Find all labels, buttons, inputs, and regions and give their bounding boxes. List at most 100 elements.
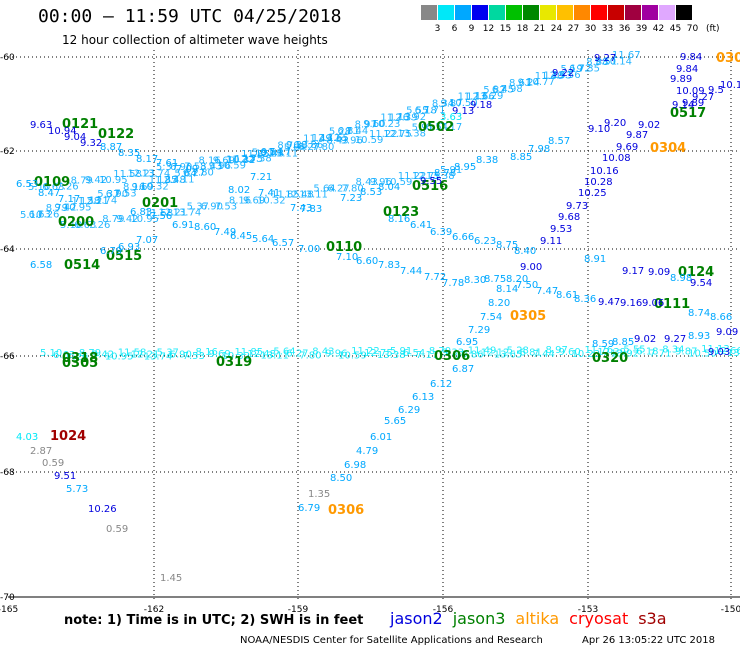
track-clutter: 5.19	[561, 64, 583, 75]
track-clutter: 8.43	[200, 161, 222, 172]
track-clutter: 7.44	[346, 126, 368, 137]
track-clutter: 9.69	[209, 349, 231, 360]
track-clutter: 11.67	[612, 50, 641, 61]
swh-value-label: 8.36	[574, 294, 596, 305]
scale-value: 18	[516, 24, 529, 34]
track-clutter: 9.33	[442, 348, 464, 359]
swh-value-label: 8.30	[464, 275, 486, 286]
scale-value: 15	[499, 24, 512, 34]
track-clutter: 9.24	[518, 78, 540, 89]
swh-value-label: 9.51	[54, 471, 76, 482]
swh-value-label: 0.59	[42, 458, 64, 469]
track-clutter: 10.59	[217, 161, 246, 172]
swh-value-label: 5.65	[384, 416, 406, 427]
swh-value-label: 9.53	[550, 224, 572, 235]
track-clutter: 13.29	[475, 91, 504, 102]
swh-value-label: 7.43	[290, 203, 312, 214]
track-clutter: 11.49	[303, 133, 332, 144]
scale-value: 39	[635, 24, 648, 34]
swh-value-label: 10.09	[676, 86, 705, 97]
scale-swatch	[489, 5, 506, 20]
scale-unit: (ft)	[706, 24, 720, 34]
swh-value-label: 9.68	[558, 212, 580, 223]
track-clutter: 8.61	[509, 78, 531, 89]
lon-label: -153	[578, 605, 598, 615]
track-clutter: 6.18	[415, 105, 437, 116]
track-clutter: 5.55	[623, 345, 645, 356]
track-clutter: 6.63	[42, 182, 64, 193]
map-subtitle: 12 hour collection of altimeter wave hei…	[62, 33, 328, 47]
track-clutter: 9.51	[595, 57, 617, 68]
swh-value-label: 9.03	[708, 347, 730, 358]
track-clutter: 8.70	[429, 346, 451, 357]
swh-value-label: 8.17	[136, 154, 158, 165]
swh-value-label: 7.98	[528, 144, 550, 155]
time-label: 0123	[383, 205, 419, 220]
track-clutter: 5.28	[329, 127, 351, 138]
track-clutter: 7.26	[56, 182, 78, 193]
track-clutter: 8.79	[71, 175, 93, 186]
swh-value-label: 6.45	[230, 231, 252, 242]
swh-value-label: 6.53	[16, 179, 38, 190]
track-clutter: 13.92	[610, 349, 639, 360]
lat-label: -70	[0, 593, 15, 603]
swh-value-label: 0.59	[106, 524, 128, 535]
track-clutter: 13.65	[320, 133, 349, 144]
swh-value-label: 9.89	[670, 74, 692, 85]
swh-value-label: 6.13	[412, 392, 434, 403]
track-clutter: 6.27	[298, 142, 320, 153]
track-clutter: 8.34	[662, 344, 684, 355]
track-clutter: 10.59	[384, 177, 413, 188]
track-clutter: 9.69	[243, 196, 265, 207]
swh-value-label: 7.83	[300, 204, 322, 215]
run-time: Apr 26 13:05:22 UTC 2018	[582, 635, 715, 646]
time-label: 0515	[106, 249, 142, 264]
swh-value-label: 8.38	[476, 155, 498, 166]
swh-value-label: 9.16	[620, 298, 642, 309]
swh-value-label: 9.18	[470, 100, 492, 111]
swh-value-label: 9.02	[638, 120, 660, 131]
map-title: 00:00 – 11:59 UTC 04/25/2018	[38, 6, 342, 27]
scale-swatch	[455, 5, 472, 20]
track-clutter: 9.42	[92, 350, 114, 361]
track-clutter: 5.37	[97, 189, 119, 200]
scale-swatch	[472, 5, 489, 20]
time-label: 0122	[98, 127, 134, 142]
track-clutter: 6.18	[636, 347, 658, 358]
swh-value-label: 9.27	[594, 53, 616, 64]
time-label: 0318	[62, 351, 98, 366]
track-clutter: 6.72	[569, 64, 591, 75]
track-clutter: 8.79	[79, 348, 101, 359]
swh-value-label: 8.16	[388, 214, 410, 225]
track-clutter: 5.10	[40, 348, 62, 359]
track-clutter: 12.21	[127, 169, 156, 180]
swh-value-label: 10.16	[720, 80, 740, 91]
swh-value-label: 7.72	[424, 272, 446, 283]
legend-jason2: jason2	[390, 609, 443, 628]
scale-value: 24	[550, 24, 563, 34]
track-clutter: 11.40	[535, 71, 564, 82]
track-clutter: 8.16	[198, 156, 220, 167]
track-clutter: 10.86	[295, 140, 324, 151]
track-clutter: 13.74	[144, 351, 173, 362]
track-clutter: 6.81	[520, 347, 542, 358]
track-clutter: 5.10	[60, 220, 82, 231]
swh-value-label: 6.87	[452, 364, 474, 375]
track-clutter: 5.64	[273, 347, 295, 358]
swh-value-label: 9.02	[634, 334, 656, 345]
swh-value-label: 8.60	[194, 222, 216, 233]
time-label: 0305	[62, 356, 98, 371]
scale-value: 45	[669, 24, 682, 34]
track-clutter: 8.43	[312, 346, 334, 357]
track-clutter: 10.23	[372, 119, 401, 130]
track-clutter: 6.90	[106, 189, 128, 200]
track-clutter: 8.70	[277, 140, 299, 151]
time-label: 0109	[34, 175, 70, 190]
track-clutter: 7.26	[66, 352, 88, 363]
swh-value-label: 4.03	[16, 432, 38, 443]
swh-value-label: 7.17	[58, 194, 80, 205]
lon-label: -156	[433, 605, 454, 615]
swh-value-label: 10.25	[578, 188, 607, 199]
legend-cryosat: cryosat	[569, 609, 629, 628]
